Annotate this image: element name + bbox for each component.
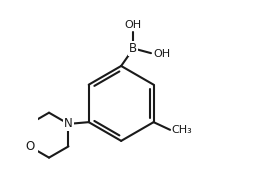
Text: B: B [129, 42, 137, 55]
Text: OH: OH [153, 49, 170, 59]
Text: OH: OH [125, 20, 142, 30]
Text: O: O [25, 140, 34, 153]
Text: CH₃: CH₃ [171, 125, 192, 135]
Text: N: N [64, 117, 73, 130]
